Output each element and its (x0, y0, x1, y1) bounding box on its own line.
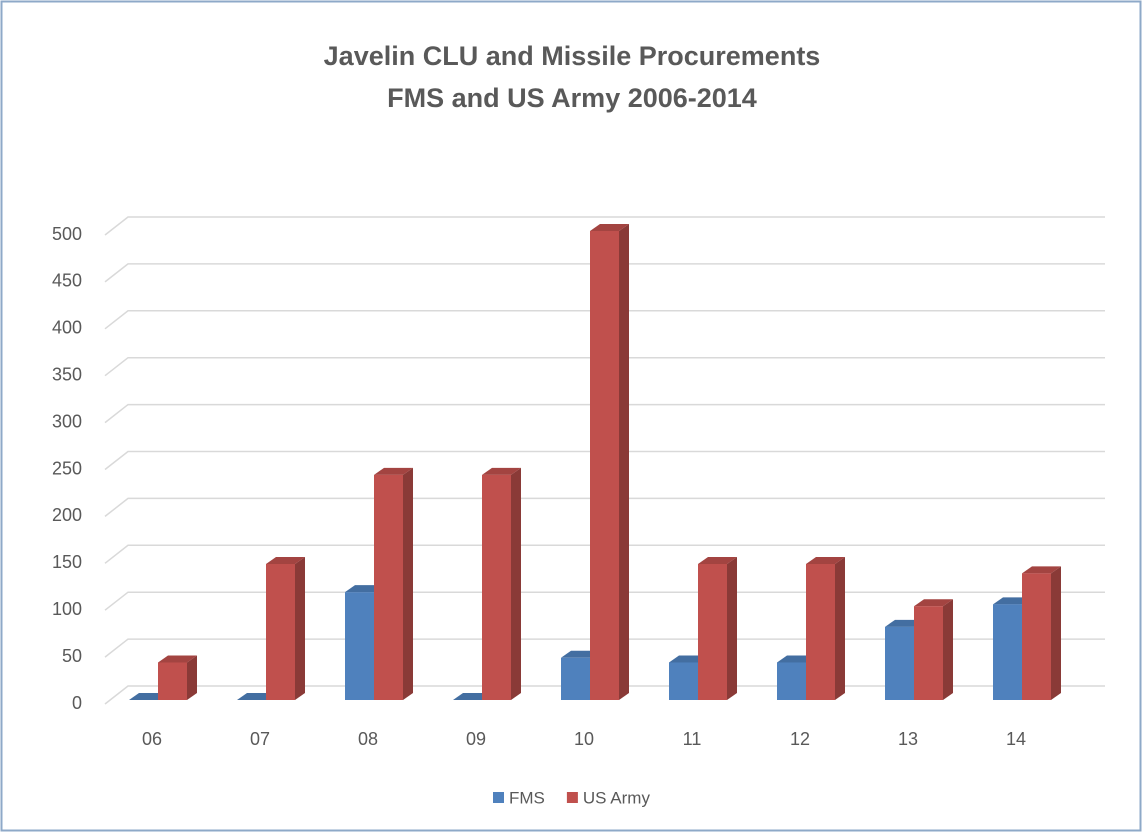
bar-front (590, 231, 619, 700)
bar-side (943, 599, 953, 700)
bar-front (698, 563, 727, 700)
bar-front (345, 592, 374, 700)
bar-front (374, 474, 403, 700)
bar-top (806, 556, 845, 564)
y-tick-label: 150 (52, 552, 82, 572)
bar (1022, 566, 1061, 700)
grid-line (104, 591, 1105, 611)
bar-top (698, 556, 737, 564)
y-tick-label: 350 (52, 364, 82, 384)
legend-swatch (493, 792, 504, 803)
bar-top (266, 556, 305, 564)
bar-side (727, 556, 737, 700)
bar (374, 467, 413, 700)
bar (482, 467, 521, 700)
legend-swatch (566, 792, 578, 803)
bar-front (885, 626, 914, 700)
bar-front (914, 606, 943, 700)
bar-top (158, 655, 197, 663)
y-tick-label: 250 (52, 458, 82, 478)
chart-subtitle: FMS and US Army 2006-2014 (387, 83, 757, 113)
bar-top (590, 224, 629, 231)
grid-line (104, 544, 1105, 564)
bar-side (187, 655, 197, 700)
grid-line (104, 216, 1105, 236)
bar-side (403, 467, 413, 700)
bar-top (482, 467, 521, 475)
legend-label: FMS (509, 788, 545, 807)
y-tick-label: 0 (72, 693, 82, 713)
bar-front (806, 563, 835, 700)
y-tick-label: 50 (62, 646, 82, 666)
x-tick-label: 10 (574, 729, 594, 749)
x-tick-label: 13 (898, 729, 918, 749)
bar-side (295, 556, 305, 700)
bar-side (835, 556, 845, 700)
bar-front (561, 657, 590, 700)
bar (590, 224, 629, 700)
bar-front (482, 474, 511, 700)
y-tick-label: 450 (52, 271, 82, 291)
bar (806, 556, 845, 700)
bar-side (619, 224, 629, 700)
bar (158, 655, 197, 700)
bar-front (777, 662, 806, 700)
bar-side (1051, 566, 1061, 700)
grid-line (104, 263, 1105, 283)
grid-line (104, 638, 1105, 658)
bar-top (914, 599, 953, 607)
bar (266, 556, 305, 700)
bar (914, 599, 953, 700)
x-tick-label: 07 (250, 729, 270, 749)
x-tick-label: 12 (790, 729, 810, 749)
bar-front (158, 662, 187, 700)
x-tick-label: 14 (1006, 729, 1026, 749)
x-tick-label: 11 (683, 729, 702, 749)
bar-front (266, 563, 295, 700)
x-tick-label: 08 (358, 729, 378, 749)
x-tick-label: 09 (466, 729, 486, 749)
y-tick-label: 400 (52, 318, 82, 338)
grid-line (104, 497, 1105, 517)
bar-front (1022, 573, 1051, 700)
bar (698, 556, 737, 700)
y-tick-label: 500 (52, 224, 82, 244)
legend-label: US Army (583, 788, 651, 807)
y-tick-label: 200 (52, 505, 82, 525)
bar-top (374, 467, 413, 475)
bar-side (511, 467, 521, 700)
y-tick-label: 300 (52, 411, 82, 431)
bar-top (1022, 566, 1061, 574)
y-tick-label: 100 (52, 599, 82, 619)
grid-line (104, 450, 1105, 471)
grid-line (104, 356, 1105, 377)
bar-front (993, 604, 1022, 700)
x-tick-label: 06 (142, 729, 162, 749)
chart-title: Javelin CLU and Missile Procurements (324, 41, 821, 71)
grid-line (104, 310, 1105, 330)
grid-line (104, 403, 1105, 424)
bar-front (669, 662, 698, 700)
